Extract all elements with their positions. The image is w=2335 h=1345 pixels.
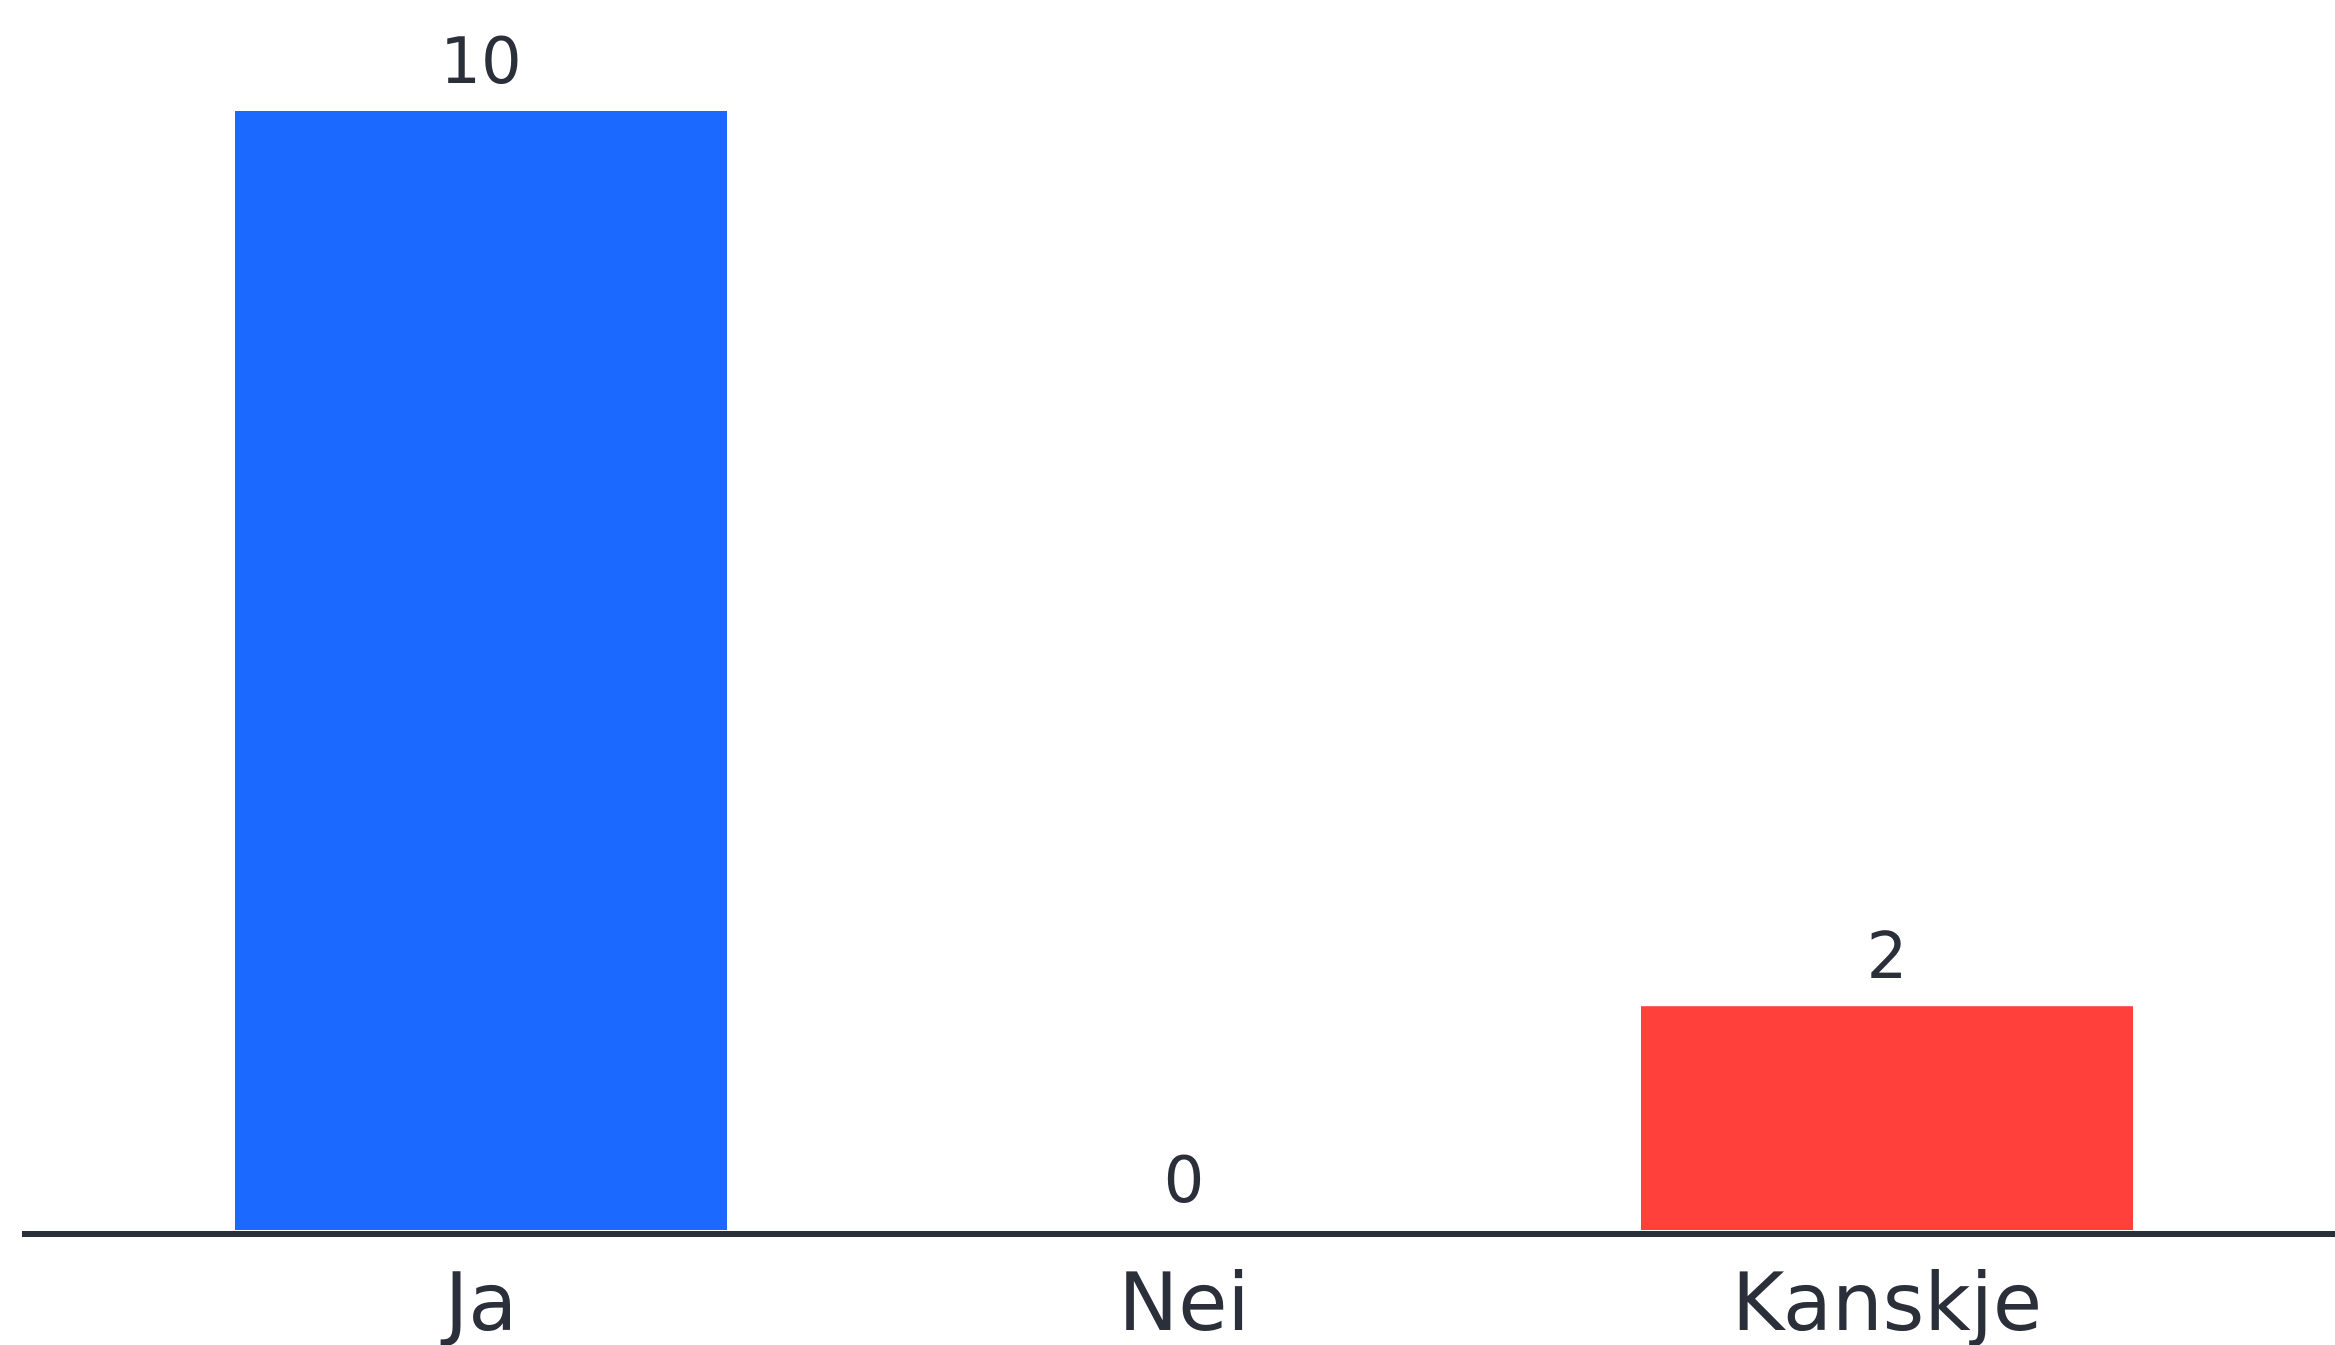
category-label-kanskje: Kanskje [1732, 1256, 2042, 1345]
value-label-nei: 0 [1164, 1144, 1205, 1218]
bar-kanskje [1641, 1006, 2133, 1230]
category-label-nei: Nei [1118, 1256, 1249, 1345]
bar-ja [235, 111, 727, 1230]
category-label-ja: Ja [440, 1256, 518, 1345]
value-label-kanskje: 2 [1867, 920, 1908, 994]
bars-layer [235, 111, 2133, 1230]
value-label-ja: 10 [440, 25, 521, 99]
value-labels-layer: 10 0 2 [440, 25, 1907, 1218]
category-labels-layer: Ja Nei Kanskje [440, 1256, 2042, 1345]
